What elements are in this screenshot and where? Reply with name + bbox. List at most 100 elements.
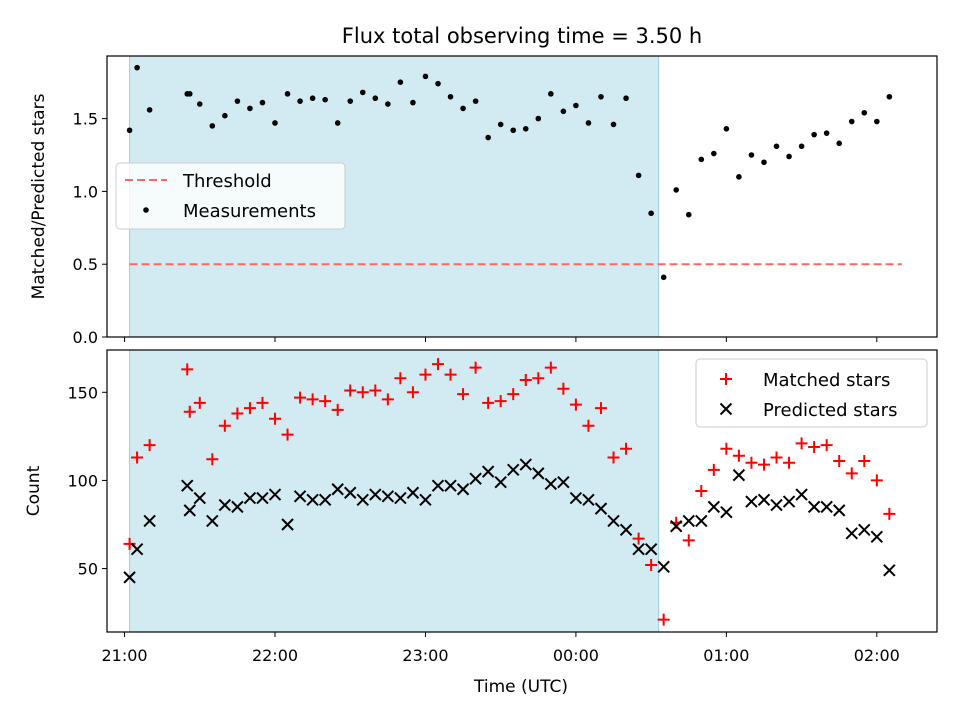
data-point-plus [469, 361, 482, 374]
legend-matched-label: Matched stars [763, 370, 890, 391]
data-point-x [469, 472, 482, 485]
data-point-plus [883, 507, 896, 520]
data-point [798, 143, 805, 150]
data-point-plus [870, 474, 883, 487]
data-point-plus [419, 368, 432, 381]
data-point-x [318, 493, 332, 507]
data-point-plus [732, 449, 745, 462]
data-point [259, 99, 266, 106]
data-point-plus [645, 559, 658, 572]
data-point [372, 95, 379, 102]
series-2 [123, 458, 896, 584]
data-point [673, 187, 680, 193]
data-point-plus [770, 451, 783, 464]
data-point-x [594, 502, 608, 515]
data-point-x [444, 479, 457, 492]
data-point [410, 99, 416, 106]
y-tick-label: 1.0 [73, 182, 98, 201]
data-point-x [720, 505, 733, 519]
observing-window-shading [129, 349, 660, 633]
data-point [698, 156, 705, 163]
axes-frame [106, 55, 938, 338]
legend-box [115, 162, 346, 230]
data-point-x [243, 491, 257, 505]
data-point [874, 118, 880, 125]
data-point-x [494, 475, 507, 489]
legend-measurements-swatch [143, 207, 149, 213]
data-point-plus [757, 458, 770, 471]
data-point-x [670, 520, 683, 533]
data-point-plus [306, 393, 319, 406]
data-point-x [256, 491, 269, 505]
data-point-x [845, 527, 858, 540]
data-point-plus [695, 485, 708, 497]
data-point-plus [406, 386, 419, 399]
data-point-plus [123, 537, 136, 550]
data-point-x [820, 500, 833, 514]
data-point-x [770, 498, 783, 512]
data-point [397, 79, 404, 86]
data-point-plus [557, 382, 570, 395]
data-point [196, 101, 203, 107]
data-point [322, 96, 328, 103]
data-point-x [218, 498, 232, 512]
data-point-plus [858, 455, 871, 468]
legend-threshold-label: Threshold [182, 171, 272, 192]
data-point-plus [820, 439, 833, 452]
data-point-plus [682, 534, 695, 547]
data-point [610, 121, 617, 128]
data-point [126, 127, 133, 134]
data-point-x [123, 571, 136, 584]
data-point-x [381, 490, 395, 503]
data-point [823, 130, 830, 136]
data-point-x [281, 518, 294, 531]
axes-frame [106, 349, 938, 633]
data-point-x [293, 490, 307, 503]
data-point [359, 89, 366, 96]
data-point-plus [281, 428, 294, 441]
y-axis-label: Matched/Predicted stars [29, 93, 49, 299]
data-point [284, 91, 291, 97]
data-point-x [193, 491, 206, 505]
data-point [497, 121, 504, 128]
data-point-x [519, 458, 532, 471]
series-1 [123, 358, 896, 626]
data-point [623, 95, 629, 102]
data-point-plus [193, 396, 206, 409]
bottom-axes: 50 100 150 21:00 22:00 23:00 00:00 01:00 02:00 Co… [24, 349, 938, 665]
data-point-plus [632, 532, 645, 545]
data-point-x [481, 465, 495, 478]
legend-box [695, 358, 928, 428]
data-point [635, 172, 642, 179]
data-point-x [858, 523, 871, 536]
data-point-x [695, 514, 708, 528]
data-point-plus [356, 386, 369, 399]
data-point-x [807, 500, 821, 514]
data-point-plus [657, 613, 670, 626]
data-point-x [619, 523, 633, 536]
data-point [836, 140, 843, 147]
data-point [522, 125, 529, 132]
data-point-x [544, 477, 558, 491]
data-point [711, 150, 717, 157]
data-point-x [582, 493, 595, 507]
data-point [723, 125, 730, 132]
data-point-x [757, 493, 771, 507]
data-point-x [532, 467, 545, 480]
data-point [134, 64, 140, 71]
data-point [272, 120, 278, 126]
legend-matched-swatch [720, 373, 732, 385]
data-point [548, 91, 554, 97]
data-point-x [356, 493, 369, 507]
data-point-x [832, 504, 846, 517]
data-point [598, 93, 604, 100]
data-point [435, 80, 441, 87]
data-point-plus [620, 442, 633, 455]
data-point-plus [833, 455, 846, 468]
data-point-x [795, 488, 808, 501]
data-point-x [682, 514, 695, 528]
data-point-x [431, 479, 445, 492]
data-point-plus [181, 363, 194, 376]
data-point-x [569, 491, 583, 505]
data-point [811, 131, 817, 138]
